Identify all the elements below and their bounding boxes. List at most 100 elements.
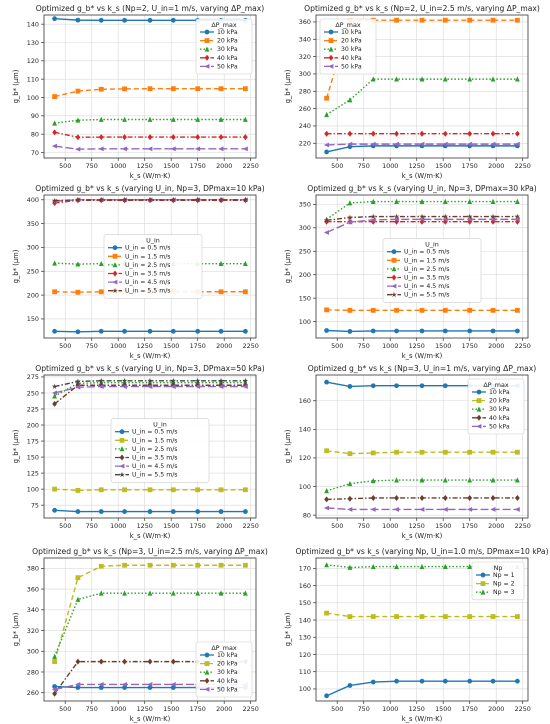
- legend-box: [471, 561, 525, 601]
- legend-marker: [476, 389, 482, 395]
- data-point: [75, 575, 81, 581]
- y-tick-label: 150: [27, 315, 39, 323]
- data-point: [51, 143, 57, 149]
- legend-box: [319, 18, 377, 75]
- y-axis-label: g_b* (μm): [12, 429, 20, 463]
- y-tick-label: 380: [27, 565, 39, 573]
- data-point: [324, 379, 329, 385]
- x-tick-label: 500: [331, 342, 343, 350]
- legend-entry: U_in = 5.5 m/s: [132, 472, 178, 479]
- x-axis-label: k_s (W/m·K): [130, 352, 171, 360]
- legend-marker: [476, 424, 482, 429]
- legend-marker: [112, 262, 118, 268]
- x-tick-label: 2000: [216, 705, 232, 713]
- x-axis-label: k_s (W/m·K): [402, 172, 443, 180]
- legend-entry: 50 kPa: [489, 423, 510, 430]
- x-tick-label: 2000: [488, 522, 504, 530]
- legend-title: ΔP_max: [483, 381, 509, 389]
- data-point: [195, 562, 201, 568]
- axes-frame: [43, 14, 257, 159]
- data-point: [170, 377, 177, 384]
- x-tick-label: 750: [358, 705, 370, 713]
- data-point: [75, 134, 81, 141]
- y-tick-label: 150: [299, 599, 311, 607]
- x-tick-label: 750: [86, 705, 98, 713]
- data-point: [323, 230, 329, 235]
- data-point: [243, 86, 248, 92]
- data-point: [442, 213, 449, 219]
- y-tick-label: 110: [299, 668, 311, 676]
- data-point: [347, 564, 353, 570]
- legend-entry: 30 kPa: [217, 669, 238, 676]
- data-point: [243, 116, 248, 122]
- data-point: [75, 685, 81, 690]
- legend-entry: 40 kPa: [217, 678, 238, 685]
- data-point: [242, 146, 248, 152]
- x-tick-label: 2250: [243, 162, 259, 170]
- data-point: [243, 289, 248, 295]
- data-point: [75, 289, 81, 295]
- data-point: [419, 17, 425, 23]
- legend-entry: U_in = 0.5 m/s: [125, 245, 171, 252]
- data-point: [347, 384, 353, 389]
- x-tick-label: 500: [331, 705, 343, 713]
- data-point: [218, 196, 224, 203]
- legend-entry: Np = 1: [493, 572, 515, 579]
- data-point: [515, 477, 520, 483]
- data-point: [347, 480, 353, 487]
- data-point: [514, 507, 520, 512]
- data-point: [52, 94, 57, 99]
- x-tick-label: 2250: [515, 162, 531, 170]
- series-6: [51, 196, 249, 204]
- legend-box: [467, 378, 525, 435]
- legend-title: ΔP_max: [335, 21, 361, 29]
- chart-panel-3: 500 750 1000 1250 1500 1750 2000 2250 150 200 250 3…: [12, 184, 265, 360]
- data-point: [147, 146, 153, 152]
- data-point: [98, 328, 104, 334]
- series-1: [324, 678, 520, 699]
- data-point: [98, 682, 104, 687]
- data-point: [324, 496, 329, 503]
- legend-marker: [480, 572, 486, 578]
- data-point: [218, 384, 224, 389]
- y-tick-label: 110: [27, 75, 39, 83]
- series-5: [51, 143, 248, 152]
- data-point: [370, 328, 376, 334]
- data-point: [515, 494, 520, 501]
- data-point: [467, 198, 473, 204]
- legend-entry: U_in = 4.5 m/s: [125, 279, 171, 286]
- data-point: [442, 563, 448, 570]
- legend-entry: U_in = 4.5 m/s: [132, 463, 178, 470]
- data-point: [98, 509, 104, 514]
- data-point: [515, 678, 520, 684]
- legend-entry: U_in = 3.5 m/s: [132, 455, 178, 462]
- x-tick-label: 500: [59, 342, 71, 350]
- legend-marker: [204, 38, 210, 43]
- legend-entry: U_in = 3.5 m/s: [125, 271, 171, 278]
- series-5: [51, 384, 248, 396]
- legend-marker: [119, 437, 125, 443]
- series-4: [52, 129, 248, 141]
- legend: U_inU_in = 0.5 m/sU_in = 1.5 m/s U_in = 2…: [382, 238, 482, 303]
- data-point: [442, 328, 448, 334]
- legend-entry: 50 kPa: [341, 63, 362, 70]
- data-point: [122, 658, 127, 665]
- data-point: [147, 658, 153, 665]
- data-point: [243, 590, 248, 596]
- series-3: [324, 198, 520, 222]
- data-point: [515, 130, 520, 137]
- y-tick-label: 90: [31, 112, 39, 120]
- data-point: [194, 377, 201, 384]
- y-tick-label: 350: [27, 220, 39, 228]
- data-point: [324, 111, 329, 118]
- data-point: [442, 449, 448, 455]
- data-point: [419, 678, 425, 684]
- series-3: [324, 76, 520, 118]
- data-point: [442, 198, 448, 204]
- data-point: [490, 494, 496, 501]
- data-point: [515, 449, 520, 455]
- x-tick-label: 2000: [488, 342, 504, 350]
- chart-panel-6: 500 750 1000 1250 1500 1750 2000 2250 80 100 120 14…: [284, 364, 536, 540]
- legend-marker: [328, 46, 334, 52]
